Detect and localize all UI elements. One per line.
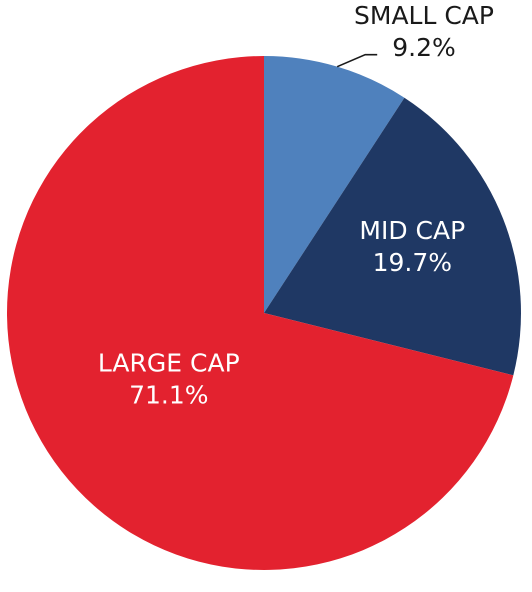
pie-slice-mid-cap (264, 97, 521, 376)
pie-slices (6, 56, 521, 570)
pie-labels: SMALL CAP 9.2% MID CAP 19.7% LARGE CAP 71.1% (98, 1, 494, 409)
pie-value-label-small-cap: 9.2% (392, 33, 456, 62)
pie-label-large-cap: LARGE CAP (98, 348, 240, 377)
pie-value-label-large-cap: 71.1% (129, 380, 208, 409)
pie-callout-line-small-cap (336, 53, 378, 68)
pie-value-label-mid-cap: 19.7% (373, 248, 452, 277)
pie-label-small-cap: SMALL CAP (354, 1, 494, 30)
pie-callouts (336, 53, 378, 68)
pie-slice-large-cap (6, 56, 514, 570)
pie-label-mid-cap: MID CAP (359, 216, 465, 245)
pie-slice-small-cap (264, 56, 405, 313)
